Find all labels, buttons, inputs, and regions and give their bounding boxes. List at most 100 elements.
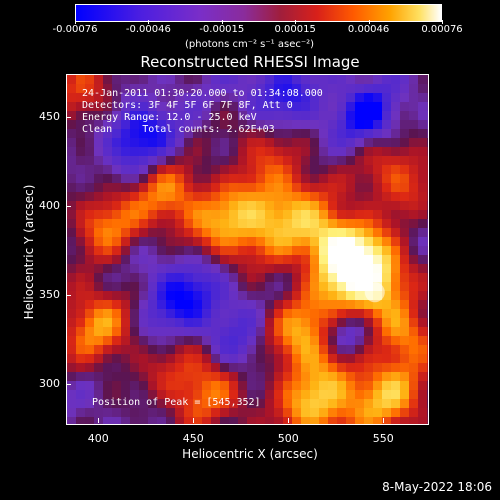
heatmap-cell — [355, 183, 364, 192]
heatmap-cell — [256, 201, 265, 210]
heatmap-cell — [400, 237, 409, 246]
heatmap-cell — [121, 363, 130, 372]
heatmap-cell — [211, 300, 220, 309]
heatmap-cell — [229, 210, 238, 219]
heatmap-cell — [103, 282, 112, 291]
heatmap-cell — [418, 300, 427, 309]
heatmap-cell — [148, 345, 157, 354]
heatmap-cell — [112, 282, 121, 291]
heatmap-cell — [175, 246, 184, 255]
heatmap-cell — [202, 372, 211, 381]
heatmap-cell — [364, 237, 373, 246]
heatmap-cell — [193, 282, 202, 291]
heatmap-cell — [238, 291, 247, 300]
heatmap-cell — [346, 228, 355, 237]
heatmap-cell — [265, 273, 274, 282]
heatmap-cell — [346, 363, 355, 372]
heatmap-cell — [256, 192, 265, 201]
heatmap-cell — [364, 156, 373, 165]
heatmap-cell — [220, 327, 229, 336]
heatmap-cell — [229, 219, 238, 228]
heatmap-cell — [355, 345, 364, 354]
heatmap-cell — [202, 147, 211, 156]
heatmap-cell — [193, 300, 202, 309]
heatmap-cell — [85, 93, 94, 102]
heatmap-cell — [265, 192, 274, 201]
heatmap-cell — [427, 354, 428, 363]
heatmap-cell — [112, 345, 121, 354]
heatmap-cell — [247, 201, 256, 210]
heatmap-cell — [67, 309, 76, 318]
heatmap-cell — [247, 417, 256, 424]
heatmap-cell — [157, 138, 166, 147]
heatmap-cell — [193, 129, 202, 138]
y-tick-label: 300 — [39, 376, 60, 390]
heatmap-cell — [247, 309, 256, 318]
heatmap-cell — [328, 381, 337, 390]
heatmap-cell — [283, 390, 292, 399]
heatmap-cell — [283, 120, 292, 129]
heatmap-cell — [229, 183, 238, 192]
heatmap-cell — [319, 174, 328, 183]
heatmap-cell — [220, 219, 229, 228]
heatmap-cell — [328, 210, 337, 219]
heatmap-cell — [76, 102, 85, 111]
heatmap-cell — [418, 246, 427, 255]
heatmap-cell — [202, 354, 211, 363]
heatmap-cell — [193, 372, 202, 381]
heatmap-cell — [220, 102, 229, 111]
heatmap-cell — [103, 264, 112, 273]
heatmap-cell — [283, 246, 292, 255]
heatmap-cell — [382, 183, 391, 192]
heatmap-cell — [103, 219, 112, 228]
heatmap-cell — [418, 84, 427, 93]
heatmap-cell — [256, 138, 265, 147]
heatmap-cell — [346, 318, 355, 327]
heatmap-cell — [85, 372, 94, 381]
heatmap-cell — [283, 102, 292, 111]
heatmap-cell — [184, 336, 193, 345]
heatmap-cell — [400, 246, 409, 255]
heatmap-cell — [166, 381, 175, 390]
heatmap-cell — [202, 345, 211, 354]
heatmap-cell — [175, 327, 184, 336]
heatmap-cell — [130, 309, 139, 318]
heatmap-cell — [310, 354, 319, 363]
heatmap-cell — [337, 282, 346, 291]
heatmap-cell — [148, 291, 157, 300]
heatmap-cell — [247, 192, 256, 201]
heatmap-cell — [67, 327, 76, 336]
heatmap-cell — [373, 381, 382, 390]
heatmap-cell — [301, 309, 310, 318]
heatmap-cell — [103, 138, 112, 147]
heatmap-cell — [310, 192, 319, 201]
heatmap-cell — [256, 102, 265, 111]
heatmap-cell — [427, 300, 428, 309]
heatmap-cell — [157, 282, 166, 291]
heatmap-cell — [85, 318, 94, 327]
heatmap-cell — [409, 291, 418, 300]
heatmap-cell — [265, 120, 274, 129]
heatmap-cell — [139, 255, 148, 264]
heatmap-cell — [85, 273, 94, 282]
heatmap-cell — [193, 102, 202, 111]
heatmap-cell — [373, 201, 382, 210]
heatmap-cell — [238, 282, 247, 291]
x-tick-mark — [193, 418, 195, 423]
heatmap-cell — [157, 408, 166, 417]
heatmap-cell — [76, 372, 85, 381]
heatmap-cell — [346, 300, 355, 309]
heatmap-cell — [418, 183, 427, 192]
heatmap-cell — [85, 75, 94, 84]
heatmap-cell — [256, 291, 265, 300]
heatmap-cell — [247, 84, 256, 93]
heatmap-cell — [157, 156, 166, 165]
heatmap-cell — [256, 336, 265, 345]
heatmap-cell — [265, 183, 274, 192]
heatmap-cell — [337, 210, 346, 219]
heatmap-cell — [301, 363, 310, 372]
heatmap-cell — [274, 327, 283, 336]
heatmap-cell — [427, 237, 428, 246]
heatmap-cell — [283, 318, 292, 327]
heatmap-cell — [202, 138, 211, 147]
